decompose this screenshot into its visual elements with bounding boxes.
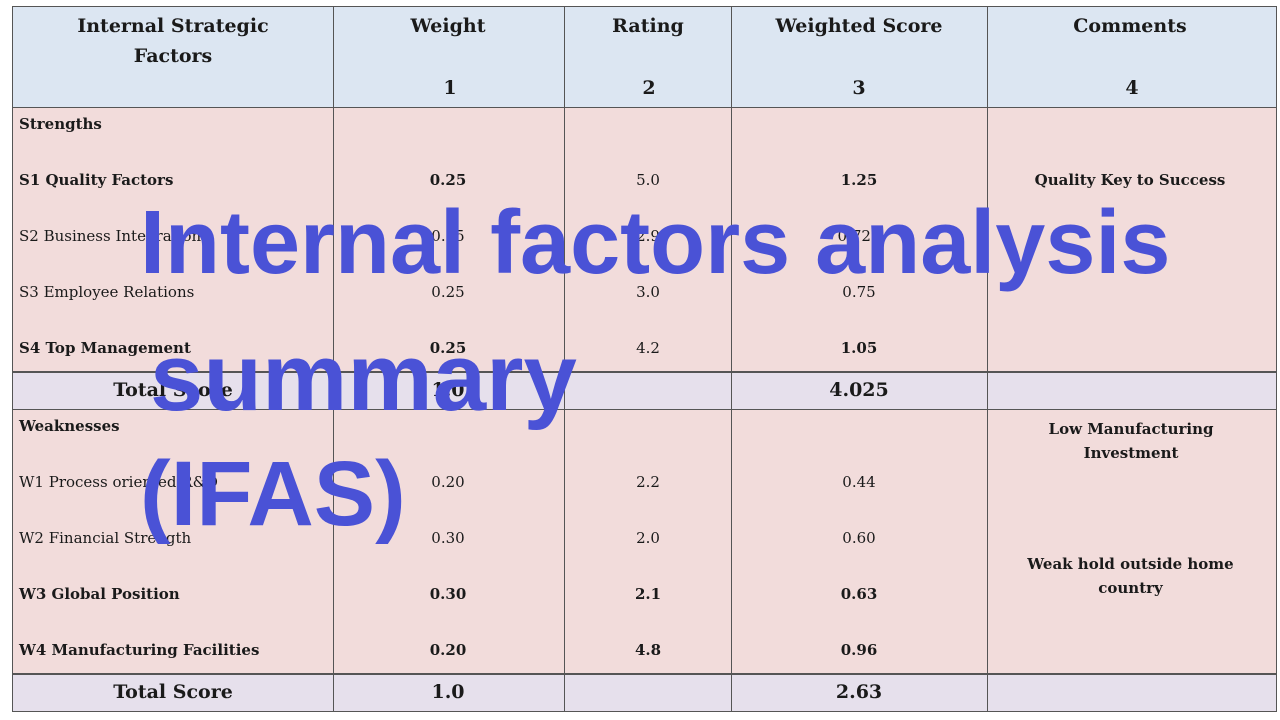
strength-row-1-comment: Quality Key to Success — [1034, 171, 1226, 189]
strengths-block-factors — [12, 108, 334, 372]
weakness-row-3-rating: 2.1 — [634, 585, 662, 603]
weaknesses-total-comments-cell — [988, 674, 1277, 712]
header-weight-cell — [334, 6, 565, 108]
strengths-total-weight: 1.0 — [431, 379, 465, 401]
weakness-row-1-score: 0.44 — [842, 473, 876, 491]
weaknesses-total-rating-cell — [565, 674, 732, 712]
weakness-row-2-score: 0.60 — [842, 529, 876, 547]
strengths-total-label-cell — [12, 372, 334, 410]
ifas-table: Internal Strategic Factors Weight Rating… — [12, 6, 1277, 712]
strength-row-2-rating: 2.9 — [636, 227, 660, 245]
weaknesses-block-comments — [988, 410, 1277, 674]
strength-row-1-factor: S1 Quality Factors — [19, 171, 174, 189]
header-weight: Weight — [410, 15, 486, 37]
weaknesses-label: Weaknesses — [19, 417, 120, 435]
weaknesses-comment-1: Low Manufacturing Investment — [1048, 420, 1214, 462]
weakness-row-3-weight: 0.30 — [429, 585, 467, 603]
weakness-row-4-score: 0.96 — [840, 641, 878, 659]
header-comments: Comments — [1073, 15, 1187, 37]
header-comments-cell — [988, 6, 1277, 108]
strength-row-3-weight: 0.25 — [431, 283, 465, 301]
strengths-label: Strengths — [19, 115, 102, 133]
header-weighted-score: Weighted Score — [775, 15, 943, 37]
weakness-row-2-weight: 0.30 — [431, 529, 465, 547]
header-weighted-score-cell — [732, 6, 988, 108]
strength-row-1-weight: 0.25 — [429, 171, 467, 189]
header-num-3: 3 — [852, 77, 866, 99]
weaknesses-total-weight-cell — [334, 674, 565, 712]
header-rating-cell — [565, 6, 732, 108]
strengths-total-score: 4.025 — [829, 379, 889, 401]
strengths-total-comments-cell — [988, 372, 1277, 410]
strengths-block-weight — [334, 108, 565, 372]
strength-row-1-score: 1.25 — [840, 171, 878, 189]
header-num-4: 4 — [1125, 77, 1139, 99]
strengths-total-weight-cell — [334, 372, 565, 410]
strengths-total-score-cell — [732, 372, 988, 410]
strength-row-2-factor: S2 Business Integration — [19, 227, 202, 245]
strengths-block-score — [732, 108, 988, 372]
weakness-row-1-factor: W1 Process oriented R&D — [19, 473, 218, 491]
header-factors-cell — [12, 6, 334, 108]
weakness-row-3-factor: W3 Global Position — [19, 585, 180, 603]
weaknesses-total-label: Total Score — [113, 681, 233, 703]
weakness-row-2-factor: W2 Financial Strength — [19, 529, 192, 547]
strength-row-1-rating: 5.0 — [636, 171, 660, 189]
weakness-row-2-rating: 2.0 — [636, 529, 660, 547]
strength-row-2-score: 0.725 — [837, 227, 881, 245]
weakness-row-1-weight: 0.20 — [431, 473, 465, 491]
weaknesses-block-factors — [12, 410, 334, 674]
weaknesses-comment-2: Weak hold outside home country — [1027, 555, 1234, 597]
overlay-title-line2: summary — [150, 324, 577, 431]
strength-row-4-weight: 0.25 — [429, 339, 467, 357]
weakness-row-4-rating: 4.8 — [634, 641, 662, 659]
overlay-title-line3: (IFAS) — [140, 443, 406, 545]
strength-row-2-weight: 0.25 — [431, 227, 465, 245]
weaknesses-total-weight: 1.0 — [431, 681, 465, 703]
overlay-title-line1: Internal factors analysis — [140, 193, 1171, 293]
weakness-row-4-weight: 0.20 — [429, 641, 467, 659]
strength-row-3-score: 0.75 — [842, 283, 876, 301]
weaknesses-block-rating — [565, 410, 732, 674]
strengths-block-comments — [988, 108, 1277, 372]
strength-row-3-rating: 3.0 — [636, 283, 660, 301]
weakness-row-1-rating: 2.2 — [636, 473, 660, 491]
weaknesses-block-weight — [334, 410, 565, 674]
strength-row-4-score: 1.05 — [840, 339, 878, 357]
strength-row-4-rating: 4.2 — [636, 339, 660, 357]
header-rating: Rating — [612, 15, 684, 37]
header-factors: Internal Strategic Factors — [77, 15, 269, 67]
weaknesses-total-score: 2.63 — [835, 681, 883, 703]
strength-row-4-factor: S4 Top Management — [19, 339, 191, 357]
weakness-row-3-score: 0.63 — [840, 585, 878, 603]
strengths-total-label: Total Score — [113, 379, 233, 401]
weaknesses-block-score — [732, 410, 988, 674]
weaknesses-total-label-cell — [12, 674, 334, 712]
strengths-total-rating-cell — [565, 372, 732, 410]
weakness-row-4-factor: W4 Manufacturing Facilities — [19, 641, 260, 659]
weaknesses-total-score-cell — [732, 674, 988, 712]
header-num-2: 2 — [642, 77, 656, 99]
strengths-block-rating — [565, 108, 732, 372]
header-num-1: 1 — [443, 77, 457, 99]
strength-row-3-factor: S3 Employee Relations — [19, 283, 195, 301]
